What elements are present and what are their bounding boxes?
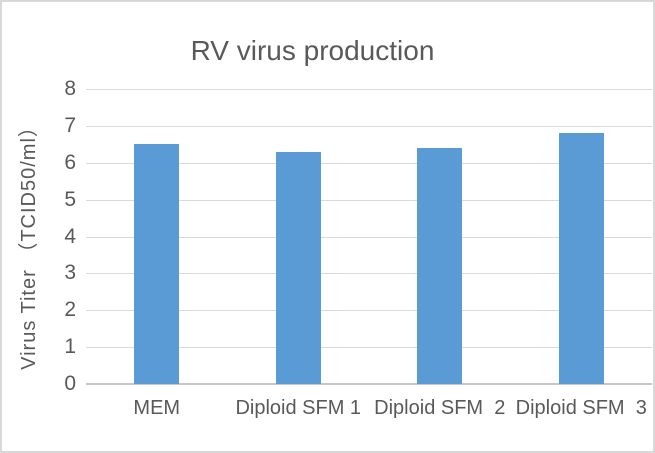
y-tick-label: 6 — [64, 150, 76, 174]
y-tick-label: 5 — [64, 187, 76, 211]
y-tick-label: 7 — [64, 113, 76, 137]
x-category-label: Diploid SFM 2 — [374, 397, 506, 419]
x-category-label: MEM — [133, 397, 181, 419]
y-tick-label: 3 — [64, 261, 76, 285]
gridline — [86, 199, 652, 201]
x-category-label: Diploid SFM 3 — [515, 397, 647, 419]
y-tick-label: 4 — [64, 224, 76, 248]
gridline — [86, 273, 652, 275]
plot-area — [86, 89, 652, 385]
bar-diploid-sfm-2 — [417, 148, 463, 384]
chart-title: RV virus production — [190, 35, 435, 66]
gridline — [86, 89, 652, 90]
y-axis-title: Virus Titer （TCID50/ml） — [18, 116, 40, 370]
gridline — [86, 347, 652, 349]
bar-diploid-sfm-3 — [558, 133, 604, 384]
y-tick-label: 0 — [64, 372, 76, 395]
x-category-label: Diploid SFM 1 — [235, 397, 362, 419]
bar-mem — [134, 144, 180, 384]
bar-diploid-sfm-1 — [275, 151, 321, 384]
x-axis-line — [86, 383, 652, 385]
gridline — [86, 310, 652, 312]
y-tick-label: 1 — [64, 335, 76, 359]
y-tick-label: 8 — [64, 77, 76, 100]
gridline — [86, 125, 652, 127]
y-tick-label: 2 — [64, 298, 76, 322]
gridline — [86, 236, 652, 238]
gridline — [86, 162, 652, 164]
